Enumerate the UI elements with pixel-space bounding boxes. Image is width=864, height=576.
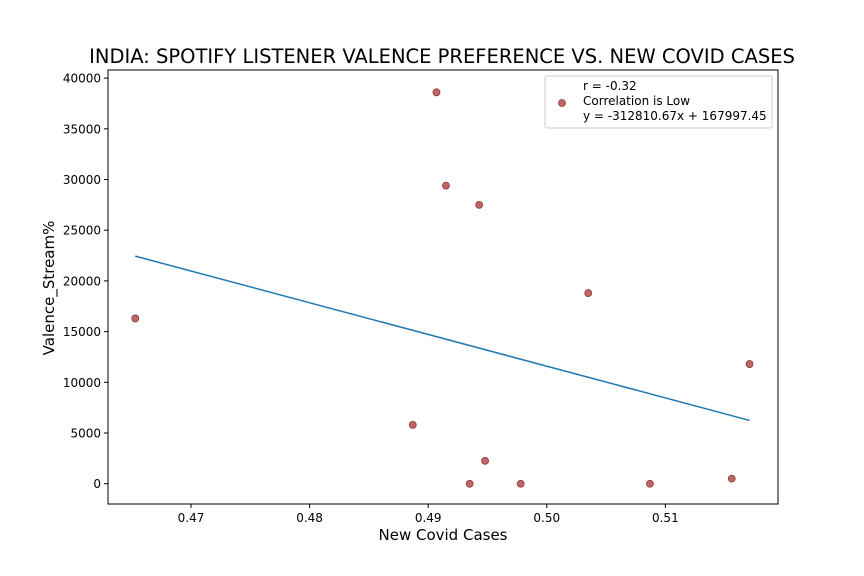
- y-tick-label: 30000: [63, 173, 101, 187]
- scatter-point: [481, 457, 489, 465]
- y-tick-label: 0: [93, 477, 101, 491]
- scatter-point: [408, 421, 417, 429]
- scatter-point: [584, 289, 593, 297]
- chart-title: INDIA: SPOTIFY LISTENER VALENCE PREFEREN…: [89, 45, 795, 68]
- x-tick-label: 0.47: [178, 511, 205, 525]
- y-tick-label: 35000: [63, 122, 101, 136]
- y-axis-label: Valence_Stream%: [40, 221, 59, 356]
- scatter-point: [516, 479, 525, 488]
- x-axis-label: New Covid Cases: [379, 526, 508, 544]
- scatter-point: [646, 479, 654, 488]
- scatter-point: [475, 200, 484, 209]
- y-tick-label: 25000: [63, 224, 101, 238]
- scatter-point: [131, 314, 140, 323]
- scatter-point: [432, 88, 441, 97]
- y-tick-label: 5000: [70, 427, 101, 441]
- points-layer: [131, 88, 754, 488]
- scatter-point: [465, 479, 474, 488]
- regression-line: [135, 255, 750, 422]
- regression-layer: [135, 255, 750, 422]
- legend-line-3: y = -312810.67x + 167997.45: [583, 109, 767, 123]
- legend: r = -0.32 Correlation is Low y = -312810…: [544, 75, 773, 129]
- axes-frame: [107, 69, 779, 505]
- y-tick-label: 10000: [63, 376, 101, 390]
- legend-line-1: r = -0.32: [583, 79, 637, 93]
- x-axis-ticks: 0.47 0.48 0.49 0.50 0.51: [178, 504, 679, 525]
- legend-line-2: Correlation is Low: [583, 94, 690, 108]
- y-tick-label: 20000: [63, 274, 101, 288]
- legend-box: [544, 75, 773, 129]
- scatter-point: [745, 360, 754, 368]
- y-tick-label: 15000: [63, 325, 101, 339]
- x-tick-label: 0.49: [415, 511, 442, 525]
- x-tick-label: 0.50: [533, 511, 560, 525]
- y-axis-ticks: 0 5000 10000 15000 20000 25000 30000 35000 40000: [63, 72, 108, 491]
- x-tick-label: 0.48: [296, 511, 323, 525]
- x-tick-label: 0.51: [652, 511, 679, 525]
- y-tick-label: 40000: [63, 72, 101, 86]
- legend-marker: [558, 99, 566, 107]
- scatter-point: [442, 181, 450, 190]
- scatter-point: [727, 474, 736, 483]
- plot-area: [107, 69, 779, 505]
